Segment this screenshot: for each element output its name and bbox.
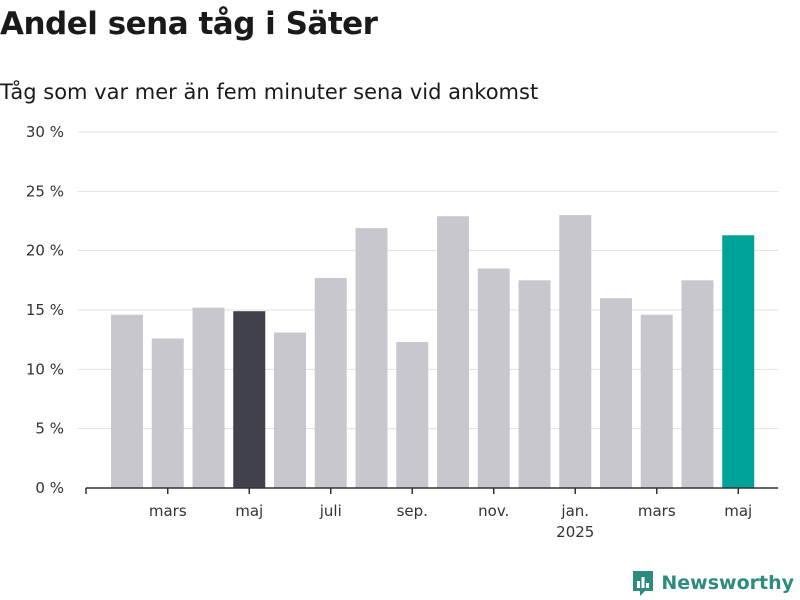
newsworthy-logo-icon (633, 571, 654, 596)
bar (437, 216, 469, 488)
bar (640, 314, 673, 488)
y-tick-label: 5 % (35, 420, 64, 438)
y-tick-label: 25 % (26, 182, 64, 200)
bar (518, 280, 551, 488)
brand: Newsworthy (631, 569, 794, 597)
bar (722, 235, 755, 488)
x-tick-label: juli (319, 502, 342, 520)
bar (274, 332, 306, 488)
bar (233, 311, 266, 488)
y-tick-label: 20 % (26, 242, 64, 260)
x-tick-label: mars (638, 502, 676, 520)
bar (396, 342, 429, 488)
bar (477, 268, 510, 488)
bar (355, 228, 388, 488)
x-tick-label: nov. (478, 502, 509, 520)
x-tick-label: jan. (560, 502, 589, 520)
y-tick-label: 15 % (26, 301, 64, 319)
chart-title: Andel sena tåg i Säter (0, 6, 378, 42)
bar (314, 277, 347, 488)
x-tick-label: mars (149, 502, 187, 520)
bar (600, 298, 632, 488)
brand-name: Newsworthy (661, 572, 794, 594)
x-tick-label: maj (235, 502, 263, 520)
bar (151, 338, 184, 488)
y-tick-label: 0 % (35, 479, 64, 497)
y-tick-label: 10 % (26, 360, 64, 378)
x-tick-label: maj (724, 502, 752, 520)
x-tick-label: sep. (397, 502, 428, 520)
bar (681, 280, 714, 488)
x-tick-sublabel: 2025 (556, 523, 594, 541)
bar (559, 215, 592, 489)
chart-subtitle: Tåg som var mer än fem minuter sena vid … (0, 80, 539, 104)
bar-chart: 0 % 5 % 10 % 15 % 20 % 25 % 30 % mars maj juli sep… (26, 123, 778, 541)
bar (192, 307, 225, 488)
bar (111, 314, 143, 488)
y-tick-label: 30 % (26, 123, 64, 141)
